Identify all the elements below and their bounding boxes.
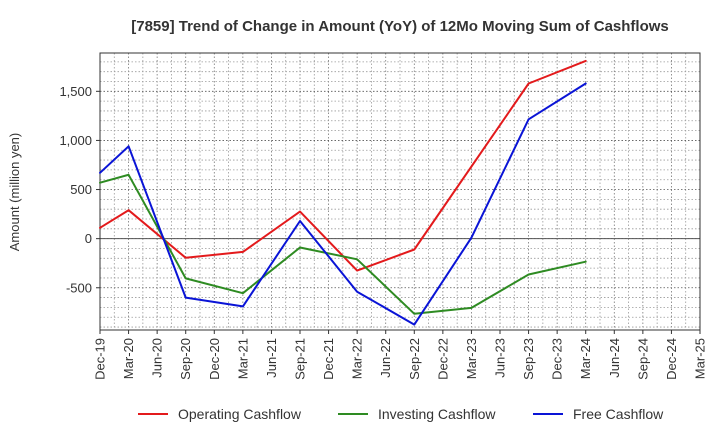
y-tick-label: -500: [66, 280, 92, 295]
x-tick-label: Mar-25: [693, 338, 708, 379]
y-tick-label: 1,000: [59, 133, 92, 148]
x-tick-label: Dec-20: [207, 338, 222, 380]
legend-label: Operating Cashflow: [178, 406, 302, 422]
y-axis-label: Amount (million yen): [7, 133, 22, 252]
x-tick-label: Jun-22: [378, 338, 393, 378]
x-tick-label: Sep-20: [178, 338, 193, 380]
y-tick-label: 0: [85, 231, 92, 246]
plot-frame: [99, 52, 701, 331]
x-tick-label: Dec-22: [435, 338, 450, 380]
x-tick-label: Dec-23: [550, 338, 565, 380]
y-axis: -500 0 500 1,000 1,500: [59, 84, 100, 295]
x-tick-label: Mar-22: [350, 338, 365, 379]
x-tick-label: Dec-19: [93, 338, 108, 380]
x-tick-label: Jun-20: [150, 338, 165, 378]
x-tick-label: Dec-21: [321, 338, 336, 380]
legend-label: Investing Cashflow: [378, 406, 496, 422]
x-tick-label: Sep-22: [407, 338, 422, 380]
x-tick-label: Jun-24: [607, 338, 622, 378]
x-tick-label: Mar-23: [464, 338, 479, 379]
x-tick-label: Sep-23: [521, 338, 536, 380]
x-tick-label: Mar-24: [578, 338, 593, 379]
x-tick-label: Mar-21: [235, 338, 250, 379]
grid-layer: [99, 53, 701, 330]
x-tick-label: Sep-24: [635, 338, 650, 380]
x-tick-label: Sep-21: [293, 338, 308, 380]
y-tick-label: 1,500: [59, 84, 92, 99]
series-line-operating-cashflow: [99, 59, 587, 272]
x-tick-label: Jun-23: [493, 338, 508, 378]
series-line-investing-cashflow: [99, 173, 587, 315]
x-tick-label: Mar-20: [121, 338, 136, 379]
chart-title: [7859] Trend of Change in Amount (YoY) o…: [131, 18, 669, 35]
series-layer: [99, 59, 587, 326]
y-tick-label: 500: [70, 182, 92, 197]
legend: Operating Cashflow Investing Cashflow Free…: [138, 406, 664, 422]
x-axis: Dec-19 Mar-20 Jun-20 Sep-20 Dec-20 Mar-21 Jun-…: [93, 330, 708, 380]
x-tick-label: Jun-21: [264, 338, 279, 378]
series-line-free-cashflow: [99, 82, 587, 326]
legend-label: Free Cashflow: [573, 406, 664, 422]
x-tick-label: Dec-24: [664, 338, 679, 380]
